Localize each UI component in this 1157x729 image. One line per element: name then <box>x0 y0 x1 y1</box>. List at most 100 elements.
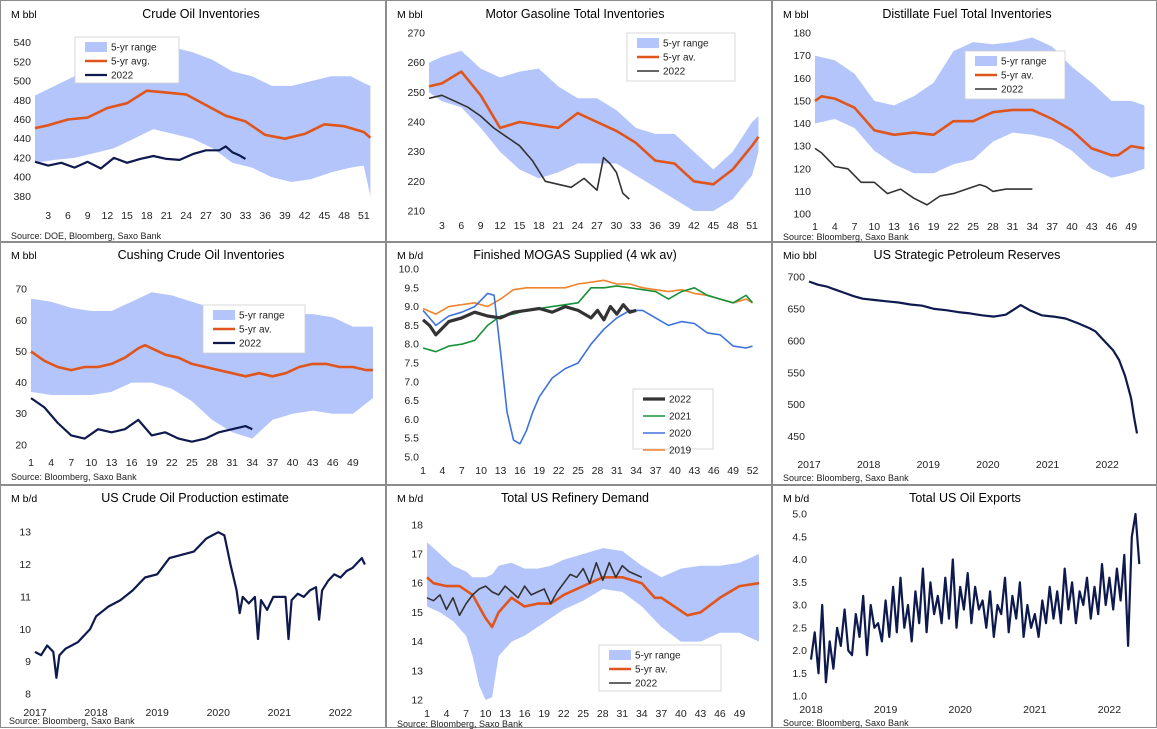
x-tick-label: 15 <box>121 210 133 222</box>
x-tick-label: 28 <box>987 221 999 233</box>
x-tick-label: 21 <box>552 220 564 232</box>
x-tick-label: 19 <box>146 457 158 469</box>
x-tick-label: 22 <box>166 457 178 469</box>
y-unit-label: M b/d <box>783 493 809 505</box>
x-tick-label: 2020 <box>207 707 231 719</box>
x-tick-label: 45 <box>319 210 331 222</box>
x-tick-label: 48 <box>727 220 739 232</box>
y-tick-label: 8.5 <box>404 320 419 332</box>
y-tick-label: 10.0 <box>399 264 420 276</box>
x-tick-label: 7 <box>459 465 465 477</box>
legend: 5-yr range 5-yr avg. 2022 <box>74 36 180 84</box>
legend-label: 2022 <box>663 67 686 78</box>
y-tick-label: 220 <box>407 176 425 188</box>
y-tick-label: 170 <box>793 50 811 62</box>
chart-mogas-supplied: Finished MOGAS Supplied (4 wk av) M b/d 5.… <box>397 248 759 477</box>
y-tick-label: 3.0 <box>792 600 807 612</box>
legend-swatch <box>85 42 107 52</box>
y-tick-label: 520 <box>13 56 31 68</box>
y-tick-label: 500 <box>787 399 805 411</box>
y-tick-label: 20 <box>15 439 27 451</box>
chart-title: Cushing Crude Oil Inventories <box>118 248 285 262</box>
x-tick-label: 37 <box>650 465 662 477</box>
y-tick-label: 420 <box>13 152 31 164</box>
source-note: Source: Bloomberg, Saxo Bank <box>11 472 137 482</box>
chart-distillate-inventories: Distillate Fuel Total Inventories M bbl So… <box>783 7 1145 242</box>
chart-title: US Strategic Petroleum Reserves <box>874 248 1061 262</box>
chart-oil-exports: Total US Oil Exports M b/d Source: Bloombe… <box>783 491 1141 728</box>
chart-gasoline-inventories: Motor Gasoline Total Inventories M bbl 210… <box>397 7 760 232</box>
chart-strategic-reserves: US Strategic Petroleum Reserves Mio bbl So… <box>783 248 1139 483</box>
x-tick-label: 2017 <box>797 459 821 471</box>
x-tick-label: 49 <box>734 708 746 720</box>
source-note: Source: Bloomberg, Saxo Bank <box>783 718 909 728</box>
y-tick-label: 13 <box>19 527 31 539</box>
x-tick-label: 2018 <box>799 704 823 716</box>
chart-panel-production: US Crude Oil Production estimate M b/d Sou… <box>0 485 386 728</box>
y-tick-label: 4.0 <box>792 554 807 566</box>
x-tick-label: 16 <box>514 465 526 477</box>
x-tick-label: 7 <box>463 708 469 720</box>
y-tick-label: 9.5 <box>404 282 419 294</box>
x-tick-label: 12 <box>494 220 506 232</box>
x-tick-label: 1 <box>28 457 34 469</box>
x-tick-label: 49 <box>1125 221 1137 233</box>
y-tick-label: 10 <box>19 624 31 636</box>
y-tick-label: 130 <box>793 141 811 153</box>
legend-label: 5-yr range <box>663 39 709 50</box>
x-tick-label: 2022 <box>1096 459 1120 471</box>
series-line-2022 <box>421 303 637 337</box>
series-line-value <box>809 512 1141 684</box>
x-tick-label: 31 <box>1007 221 1019 233</box>
x-tick-label: 9 <box>85 210 91 222</box>
x-tick-label: 51 <box>358 210 370 222</box>
chart-title: US Crude Oil Production estimate <box>101 491 289 505</box>
legend-label: 2020 <box>669 429 692 440</box>
x-tick-label: 25 <box>186 457 198 469</box>
y-tick-label: 9 <box>25 656 31 668</box>
legend-swatch <box>609 650 631 660</box>
y-tick-label: 140 <box>793 118 811 130</box>
chart-panel-exports: Total US Oil Exports M b/d Source: Bloombe… <box>772 485 1157 728</box>
legend-label: 5-yr av. <box>663 53 696 64</box>
y-tick-label: 480 <box>13 95 31 107</box>
x-tick-label: 22 <box>558 708 570 720</box>
y-tick-label: 210 <box>407 206 425 218</box>
x-tick-label: 43 <box>1086 221 1098 233</box>
x-tick-label: 24 <box>180 210 192 222</box>
x-tick-label: 34 <box>1027 221 1039 233</box>
y-tick-label: 1.0 <box>792 691 807 703</box>
chart-title: Total US Oil Exports <box>909 491 1021 505</box>
x-tick-label: 43 <box>689 465 701 477</box>
y-tick-label: 8 <box>25 689 31 701</box>
x-tick-label: 6 <box>458 220 464 232</box>
y-tick-label: 120 <box>793 163 811 175</box>
legend-label: 2022 <box>111 71 134 82</box>
x-tick-label: 42 <box>688 220 700 232</box>
x-tick-label: 9 <box>478 220 484 232</box>
chart-panel-mogas: Finished MOGAS Supplied (4 wk av) M b/d 5.… <box>386 242 772 485</box>
x-tick-label: 48 <box>338 210 350 222</box>
x-tick-label: 1 <box>812 221 818 233</box>
y-tick-label: 450 <box>787 431 805 443</box>
x-tick-label: 27 <box>200 210 212 222</box>
x-tick-label: 28 <box>597 708 609 720</box>
x-tick-label: 15 <box>514 220 526 232</box>
x-tick-label: 10 <box>868 221 880 233</box>
y-tick-label: 270 <box>407 28 425 40</box>
series-line-2021 <box>422 285 754 353</box>
y-tick-label: 5.5 <box>404 433 419 445</box>
y-unit-label: M bbl <box>397 9 423 21</box>
y-tick-label: 160 <box>793 73 811 85</box>
series-line-5-yr-av- <box>428 70 760 186</box>
y-tick-label: 700 <box>787 272 805 284</box>
x-tick-label: 10 <box>86 457 98 469</box>
x-tick-label: 2022 <box>329 707 353 719</box>
x-tick-label: 30 <box>611 220 623 232</box>
x-tick-label: 37 <box>656 708 668 720</box>
x-tick-label: 16 <box>908 221 920 233</box>
x-tick-label: 34 <box>630 465 642 477</box>
range-band <box>427 542 759 700</box>
x-tick-label: 13 <box>888 221 900 233</box>
chart-title: Crude Oil Inventories <box>142 7 259 21</box>
